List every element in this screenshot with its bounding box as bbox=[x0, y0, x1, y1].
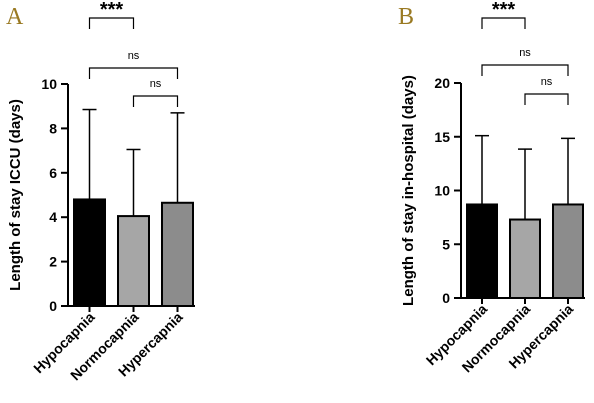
panel-b-significance-bracket bbox=[481, 17, 526, 29]
panel-a-significance-label: *** bbox=[100, 0, 124, 21]
panel-b-y-tick-label: 10 bbox=[434, 183, 450, 199]
panel-a-y-tick-label: 6 bbox=[49, 165, 57, 181]
panel-b-significance-bracket bbox=[481, 64, 569, 76]
panel-a-y-tick-label: 2 bbox=[49, 254, 57, 270]
panel-b-y-tick-label: 15 bbox=[434, 129, 450, 145]
panel-a-significance-bracket bbox=[88, 17, 135, 29]
panel-a-significance-label: ns bbox=[150, 78, 162, 90]
panel-a-significance-label: ns bbox=[128, 50, 140, 62]
panel-a-bar bbox=[117, 215, 150, 307]
panel-b-significance-label: *** bbox=[492, 0, 516, 21]
panel-b-y-axis-label: Length of stay in-hospital (days) bbox=[400, 75, 417, 306]
panel-b-y-tick-label: 20 bbox=[434, 75, 450, 91]
panel-a-y-axis-label: Length of stay ICCU (days) bbox=[7, 99, 24, 291]
panel-b-y-tick-label: 0 bbox=[442, 290, 450, 306]
panel-a-y-tick-label: 0 bbox=[49, 298, 57, 314]
panel-b-significance-label: ns bbox=[541, 76, 553, 88]
panel-b-significance-bracket bbox=[524, 93, 569, 105]
panel-a-y-tick-label: 8 bbox=[49, 120, 57, 136]
panel-a-significance-bracket bbox=[88, 67, 179, 79]
panel-a-letter: A bbox=[6, 4, 24, 30]
panel-b-chart: B 0 5 10 15 20 Length of stay in-hospital (da… bbox=[398, 0, 585, 375]
panel-b-y-tick-label: 5 bbox=[442, 236, 450, 252]
panel-b-letter: B bbox=[398, 4, 414, 30]
panel-b-bar bbox=[466, 203, 498, 300]
panel-a-significance-bracket bbox=[132, 95, 179, 107]
panel-b-bar bbox=[509, 218, 541, 299]
panel-a-y-tick-label: 10 bbox=[41, 76, 57, 92]
panel-a-bar bbox=[73, 198, 106, 307]
panel-a-y-tick-label: 4 bbox=[49, 209, 57, 225]
panel-b-significance-label: ns bbox=[519, 47, 531, 59]
panel-a-bar bbox=[161, 201, 194, 308]
panel-b-bar bbox=[552, 203, 584, 300]
